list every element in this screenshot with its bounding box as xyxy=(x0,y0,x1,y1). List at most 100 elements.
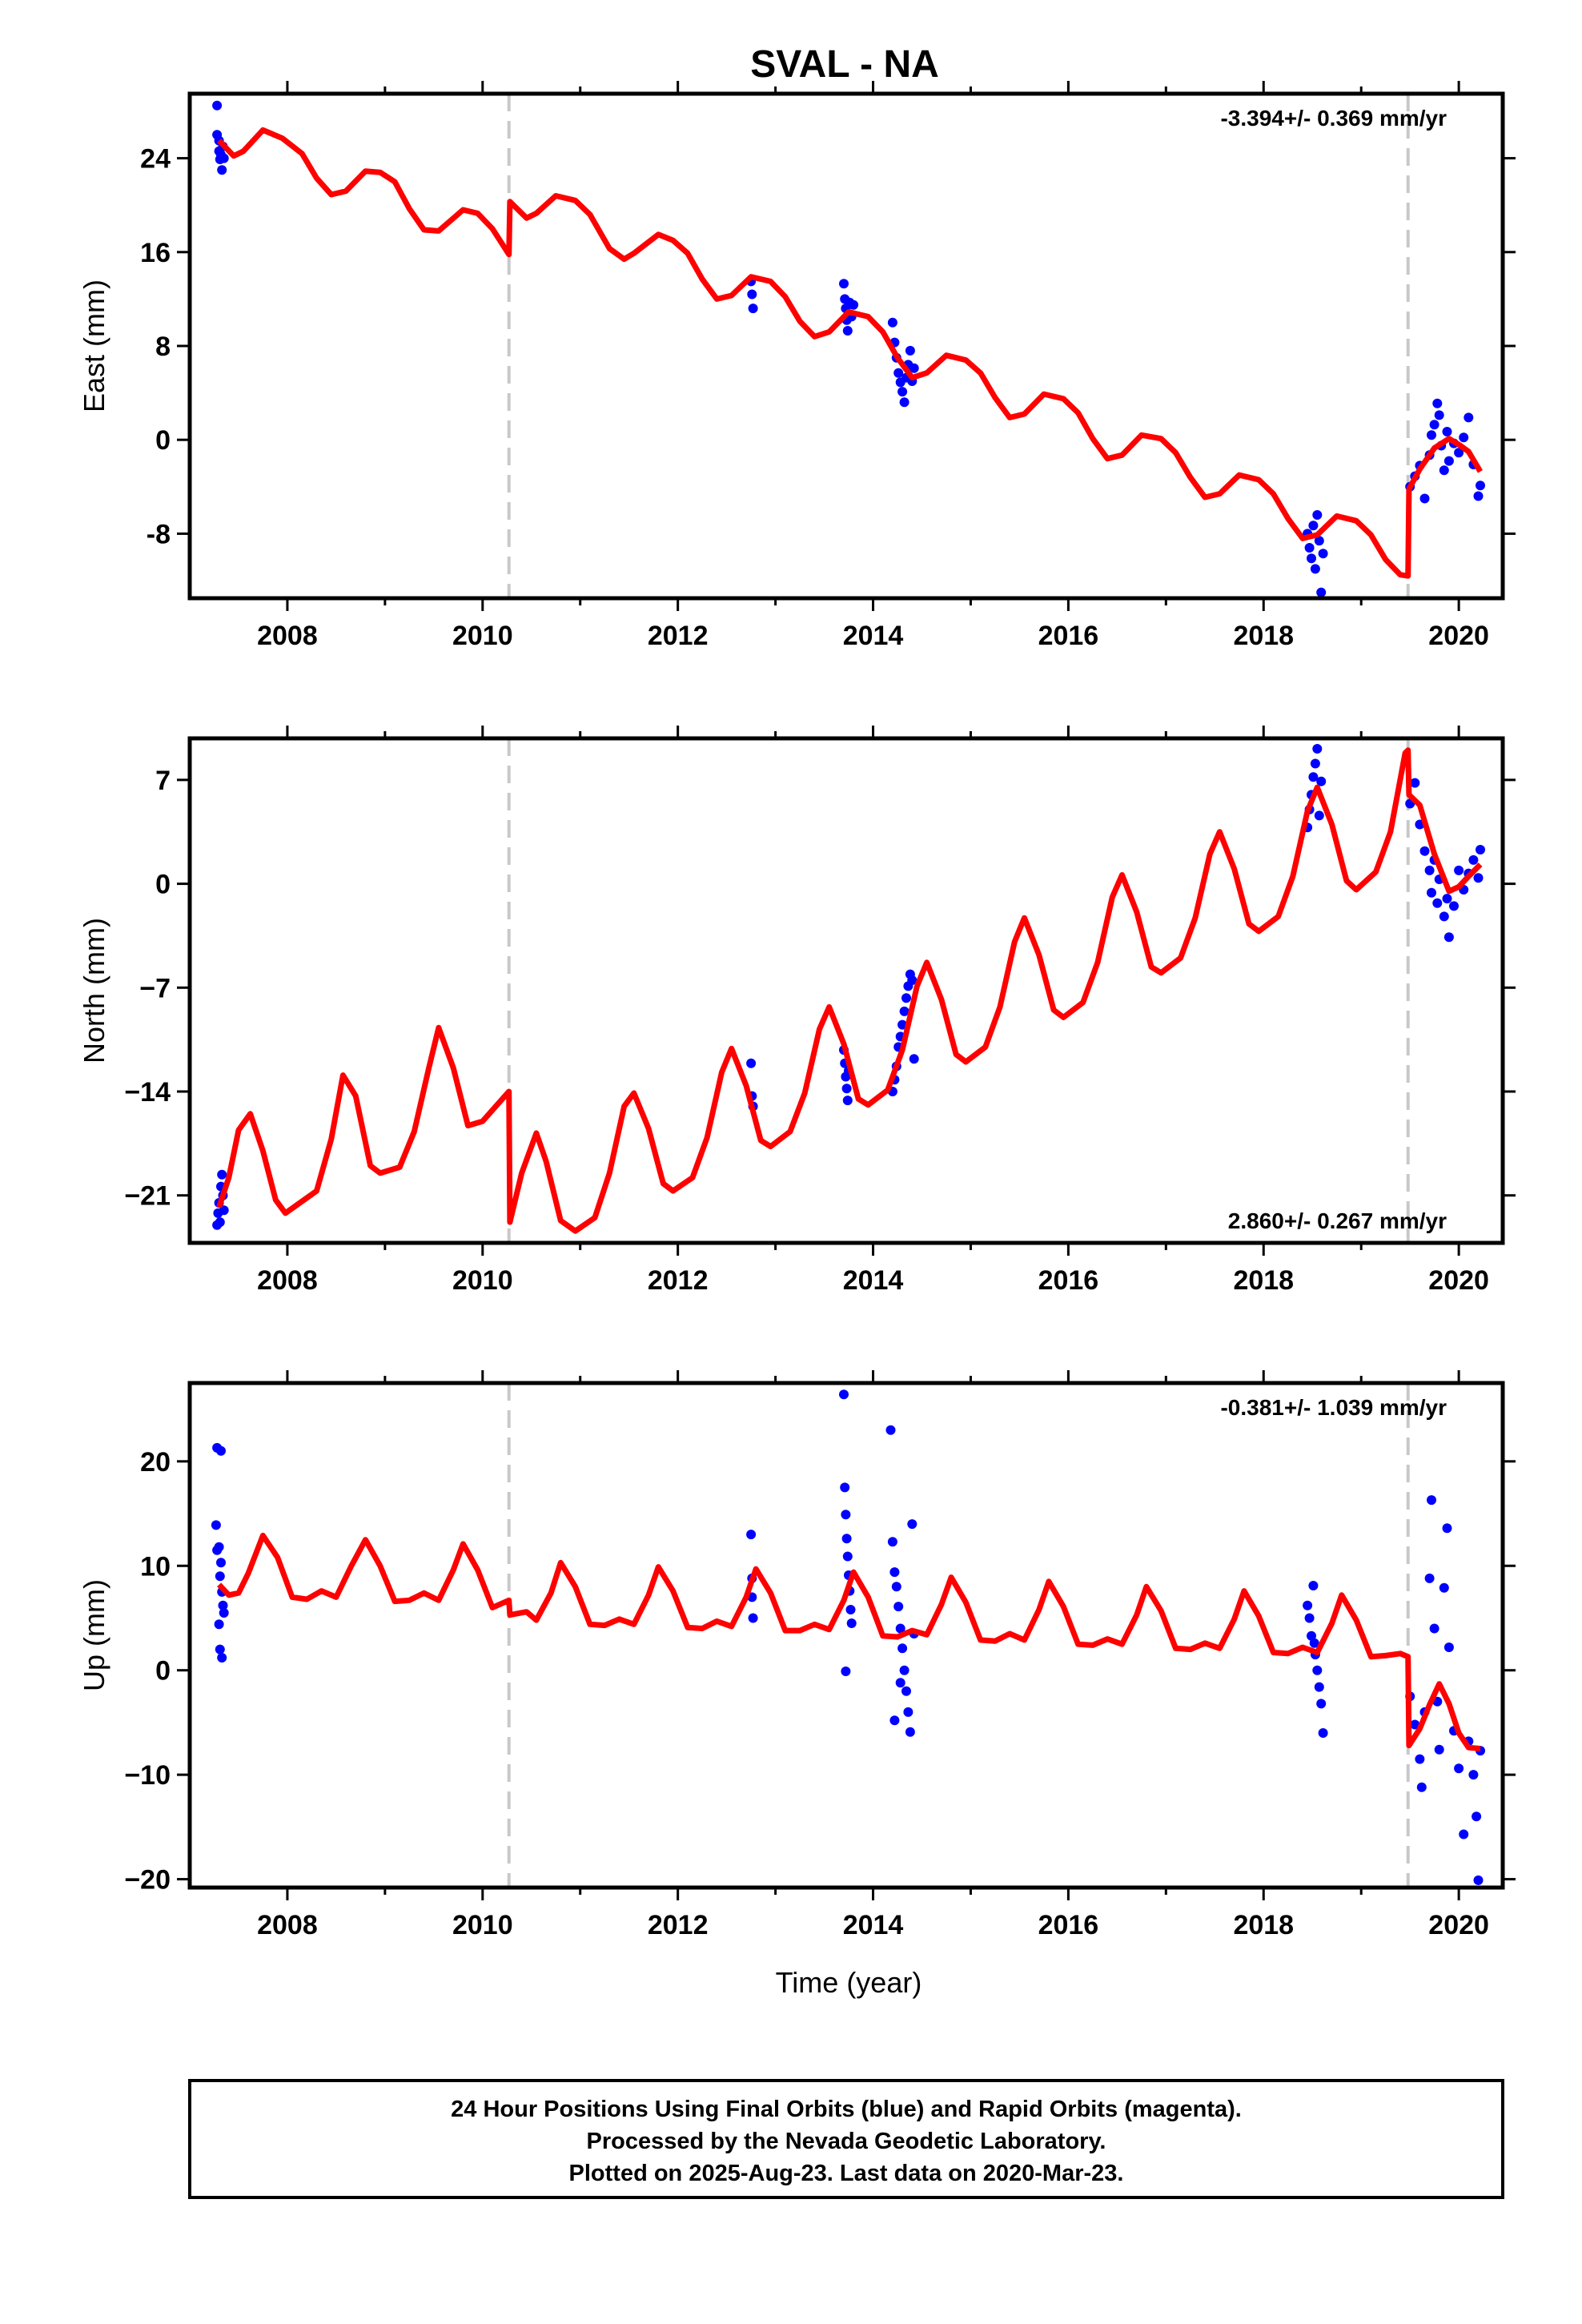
data-point xyxy=(1473,491,1484,501)
y-axis-label: Up (mm) xyxy=(78,1579,110,1691)
data-point xyxy=(895,1623,905,1634)
data-point xyxy=(899,1665,909,1675)
x-tick-label: 2008 xyxy=(257,1265,318,1296)
data-point xyxy=(1308,521,1319,531)
data-point xyxy=(1443,456,1454,466)
data-point xyxy=(1432,398,1443,408)
data-point xyxy=(889,1567,900,1578)
x-tick-label: 2012 xyxy=(648,1265,709,1296)
x-tick-label: 2018 xyxy=(1233,621,1294,651)
panel-frame xyxy=(187,1381,1505,1890)
x-tick-label: 2016 xyxy=(1038,1910,1099,1940)
data-point xyxy=(217,1169,227,1180)
data-point xyxy=(1316,1699,1327,1709)
x-tick-label: 2008 xyxy=(257,621,318,651)
data-point xyxy=(1307,553,1316,564)
x-tick-label: 2018 xyxy=(1233,1910,1294,1940)
data-point xyxy=(1310,564,1320,574)
data-point xyxy=(1468,1770,1479,1780)
data-point xyxy=(1316,587,1327,597)
data-point xyxy=(1442,1523,1452,1534)
data-point xyxy=(1439,1582,1449,1593)
data-point xyxy=(748,304,758,314)
data-point xyxy=(842,1551,853,1562)
x-tick-label: 2010 xyxy=(452,1910,513,1940)
data-point xyxy=(1476,480,1485,491)
y-tick-label: 10 xyxy=(140,1551,171,1582)
data-point xyxy=(1434,1744,1444,1755)
chart-title: SVAL - NA xyxy=(750,43,939,86)
data-point xyxy=(211,1520,221,1530)
y-tick-label: −14 xyxy=(124,1077,171,1108)
data-point xyxy=(219,153,229,163)
data-point xyxy=(897,1643,908,1654)
data-point xyxy=(1314,536,1324,546)
plot-area xyxy=(212,744,1485,1234)
data-point xyxy=(845,1605,856,1614)
data-point xyxy=(1410,1719,1420,1730)
x-axis-label: Time (year) xyxy=(776,1966,922,1999)
data-point xyxy=(905,345,915,356)
x-tick-label: 2018 xyxy=(1233,1265,1294,1296)
data-point xyxy=(212,100,223,111)
data-point xyxy=(1304,543,1315,553)
data-point xyxy=(1314,810,1324,821)
footer-box: 24 Hour Positions Using Final Orbits (bl… xyxy=(188,2079,1504,2199)
x-tick-label: 2016 xyxy=(1038,1265,1099,1296)
data-point xyxy=(899,397,909,408)
data-point xyxy=(889,1715,900,1726)
panels: 2008 2010 2012 2014 2016 2018 2020241680-8East… xyxy=(78,81,1516,1940)
y-tick-label: 0 xyxy=(155,870,171,900)
x-tick-label: 2012 xyxy=(648,621,709,651)
data-point xyxy=(218,1600,228,1610)
data-point xyxy=(217,1653,227,1663)
data-point xyxy=(1308,1581,1319,1590)
x-tick-label: 2020 xyxy=(1428,1910,1489,1940)
data-point xyxy=(1303,1600,1313,1610)
data-point xyxy=(841,1534,852,1544)
data-point xyxy=(1307,1630,1316,1641)
data-point xyxy=(746,1530,757,1540)
data-point xyxy=(1310,758,1320,769)
data-point xyxy=(214,1619,224,1630)
data-point xyxy=(1419,493,1430,504)
data-point xyxy=(846,1618,857,1628)
data-point xyxy=(1449,901,1459,911)
y-tick-label: 7 xyxy=(155,766,171,796)
data-point xyxy=(839,279,849,289)
data-point xyxy=(1424,1573,1435,1583)
data-point xyxy=(215,1571,225,1582)
data-point xyxy=(1439,911,1449,922)
data-point xyxy=(905,1727,915,1737)
y-tick-label: 20 xyxy=(140,1447,171,1478)
data-point xyxy=(1314,1682,1324,1692)
data-point xyxy=(1419,846,1430,856)
data-point xyxy=(1443,1642,1454,1652)
data-point xyxy=(216,1445,226,1456)
data-point xyxy=(1427,887,1436,898)
data-point xyxy=(1468,854,1479,865)
data-point xyxy=(1429,420,1439,430)
data-point xyxy=(893,1602,904,1612)
y-tick-label: −21 xyxy=(124,1181,171,1212)
data-point xyxy=(1459,432,1469,443)
data-point xyxy=(842,1096,853,1106)
footer-line-2: Processed by the Nevada Geodetic Laborat… xyxy=(587,2129,1106,2154)
x-tick-label: 2014 xyxy=(843,1910,904,1940)
data-point xyxy=(840,1482,850,1493)
data-point xyxy=(1454,865,1464,875)
x-tick-label: 2016 xyxy=(1038,621,1099,651)
data-point xyxy=(1318,1728,1328,1738)
x-tick-label: 2012 xyxy=(648,1910,709,1940)
data-point xyxy=(1464,412,1474,423)
data-point xyxy=(217,165,227,175)
data-point xyxy=(1410,778,1420,788)
data-point xyxy=(215,1217,225,1228)
x-tick-label: 2014 xyxy=(843,1265,904,1296)
data-point xyxy=(746,1058,757,1068)
x-tick-label: 2014 xyxy=(843,621,904,651)
y-tick-label: 0 xyxy=(155,1656,171,1687)
footer-line-1: 24 Hour Positions Using Final Orbits (bl… xyxy=(451,2097,1242,2122)
plot-area xyxy=(212,100,1485,597)
